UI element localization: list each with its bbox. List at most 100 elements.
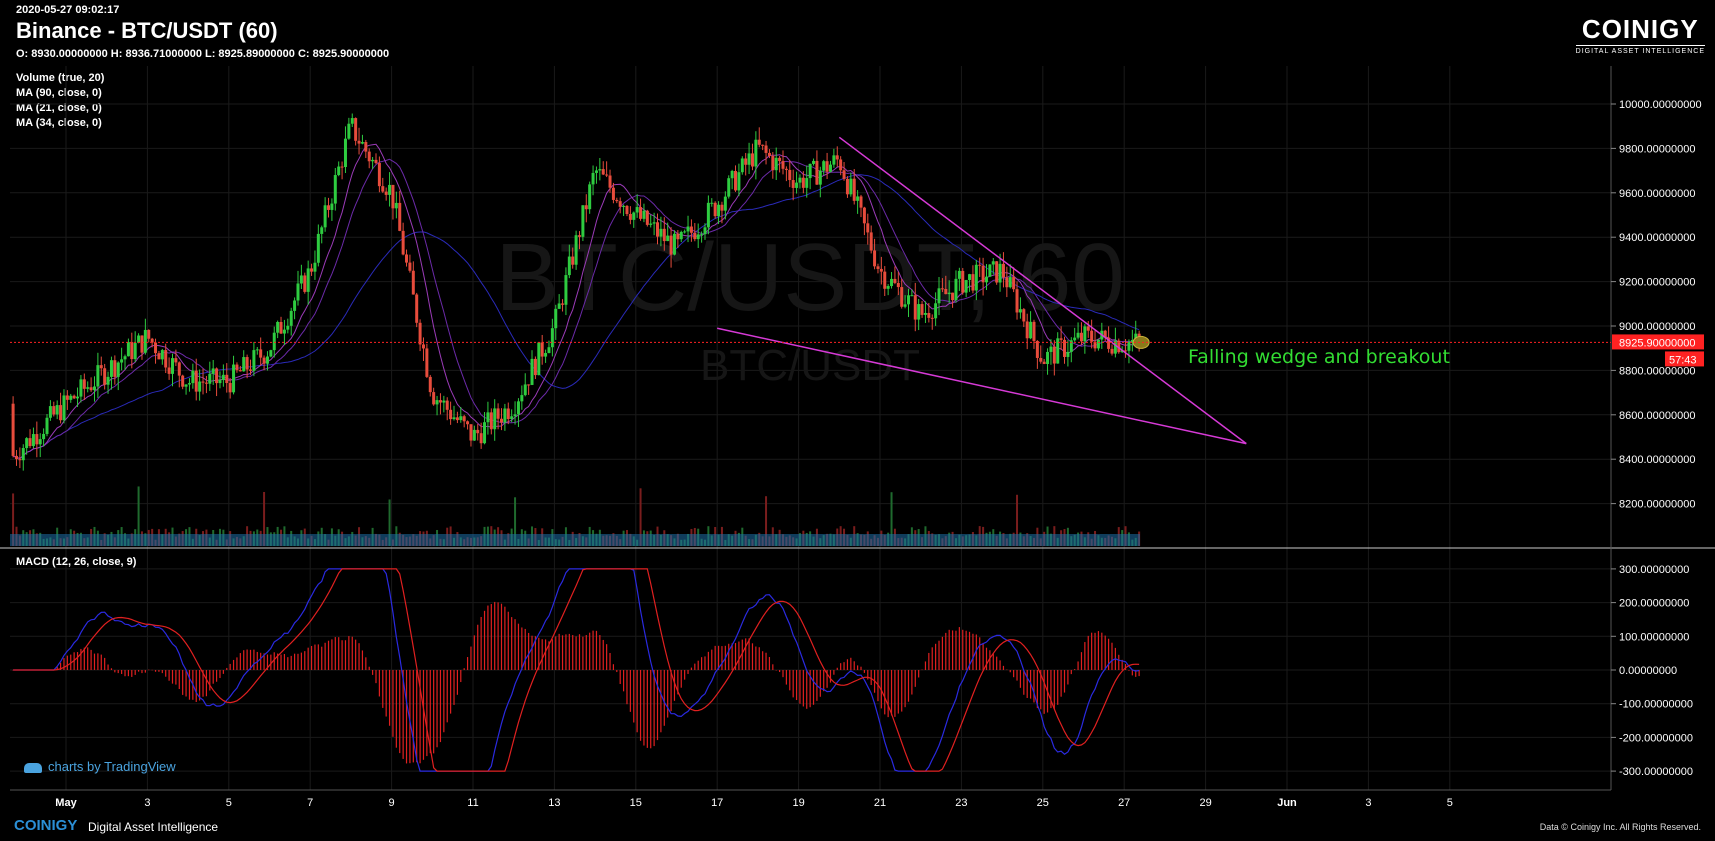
candle-body [364, 142, 368, 152]
candle-body [418, 322, 422, 345]
macd-histogram-bar [304, 651, 306, 670]
macd-histogram-bar [514, 619, 516, 670]
candle-body [930, 317, 934, 319]
macd-histogram-bar [1016, 670, 1018, 681]
candle-body [1005, 277, 1009, 288]
price-tick-label: 9000.00000000 [1619, 321, 1695, 333]
candle-body [1008, 277, 1012, 288]
macd-histogram-bar [548, 641, 550, 670]
macd-histogram-bar [643, 670, 645, 746]
macd-histogram-bar [382, 670, 384, 708]
wedge-lower-trendline[interactable] [717, 327, 1247, 445]
candle-body [1093, 341, 1097, 349]
macd-histogram-bar [324, 642, 326, 670]
candle-body [686, 226, 690, 232]
macd-histogram-bar [426, 670, 428, 757]
macd-tick-label: 300.00000000 [1619, 564, 1689, 576]
coinigy-logo: COINIGY DIGITAL ASSET INTELLIGENCE [1575, 14, 1705, 55]
candle-body [845, 178, 849, 195]
candle-body [628, 213, 632, 220]
time-tick-label: 15 [630, 797, 642, 809]
candle-body [157, 353, 161, 360]
candle-body [438, 400, 442, 403]
candle-body [1059, 338, 1063, 340]
candle-body [350, 118, 354, 124]
time-tick-label: 5 [226, 797, 232, 809]
macd-histogram-bar [1023, 670, 1025, 695]
candle-body [1083, 326, 1087, 342]
candle-body [377, 162, 381, 187]
time-tick-label: 21 [874, 797, 886, 809]
candle-body [771, 155, 775, 171]
macd-histogram-bar [1104, 635, 1106, 670]
candle-body [635, 207, 639, 213]
macd-histogram-bar [199, 670, 201, 701]
macd-histogram-bar [721, 646, 723, 670]
macd-histogram-bar [717, 645, 720, 670]
candle-body [516, 401, 520, 415]
macd-histogram-bar [633, 670, 635, 723]
time-tick-label: 19 [792, 797, 804, 809]
macd-histogram-bar [568, 633, 570, 670]
macd-histogram-bar [551, 639, 553, 670]
candle-body [269, 350, 273, 357]
candle-body [561, 303, 565, 305]
macd-histogram-bar [758, 647, 760, 670]
macd-histogram-bar [544, 639, 547, 670]
candle-body [571, 256, 575, 265]
macd-histogram-bar [66, 655, 68, 670]
candle-body [876, 266, 880, 269]
candle-body [184, 384, 188, 387]
price-tick-label: 10000.00000000 [1619, 99, 1702, 111]
macd-histogram-bar [277, 653, 279, 670]
volume-bar [639, 488, 642, 546]
candle-body [625, 205, 629, 214]
macd-histogram-bar [12, 670, 14, 671]
macd-histogram-bar [283, 654, 286, 670]
wedge-annotation[interactable]: Falling wedge and breakout [1188, 346, 1450, 368]
footer-tagline: Digital Asset Intelligence [88, 820, 219, 834]
tradingview-badge[interactable]: charts by TradingView [24, 759, 176, 774]
indicator-volume[interactable]: Volume (true, 20) [16, 72, 105, 84]
macd-histogram-bar [595, 630, 598, 670]
macd-histogram-bar [253, 649, 255, 670]
macd-histogram-bar [419, 670, 421, 764]
macd-histogram-bar [463, 668, 465, 670]
candle-body [947, 292, 951, 295]
candle-body [259, 349, 263, 358]
macd-histogram-bar [124, 670, 126, 677]
candle-body [1090, 330, 1094, 342]
candle-body [957, 270, 961, 279]
candle-body [808, 163, 812, 179]
macd-histogram-bar [348, 636, 350, 670]
macd-histogram-bar [1006, 669, 1008, 671]
macd-histogram-bar [1101, 632, 1103, 670]
macd-histogram-bar [222, 670, 224, 674]
indicator-ma-34[interactable]: MA (34, close, 0) [16, 117, 102, 129]
grid-lines [10, 66, 1611, 790]
wedge-upper-trendline[interactable] [838, 136, 1247, 445]
indicator-ma-21[interactable]: MA (21, close, 0) [16, 102, 102, 114]
candle-body [605, 174, 609, 176]
candle-body [381, 186, 385, 192]
candle-body [1015, 289, 1019, 313]
macd-histogram-bar [528, 632, 530, 670]
macd-histogram-bar [290, 655, 292, 670]
candle-body [978, 264, 982, 266]
candle-body [86, 387, 90, 389]
macd-histogram-bar [1043, 670, 1045, 714]
candle-body [483, 422, 487, 444]
candle-body [533, 358, 537, 376]
candle-body [588, 184, 592, 210]
candle-body [489, 412, 493, 430]
breakout-marker[interactable] [1132, 335, 1150, 349]
indicator-ma-90[interactable]: MA (90, close, 0) [16, 87, 102, 99]
macd-histogram-bar [1060, 670, 1062, 697]
candle-body [1127, 342, 1131, 351]
macd-histogram-bar [219, 670, 221, 679]
macd-histogram-bar [56, 666, 58, 670]
candle-body [927, 312, 931, 318]
macd-histogram-bar [429, 670, 431, 754]
candle-body [910, 295, 914, 297]
